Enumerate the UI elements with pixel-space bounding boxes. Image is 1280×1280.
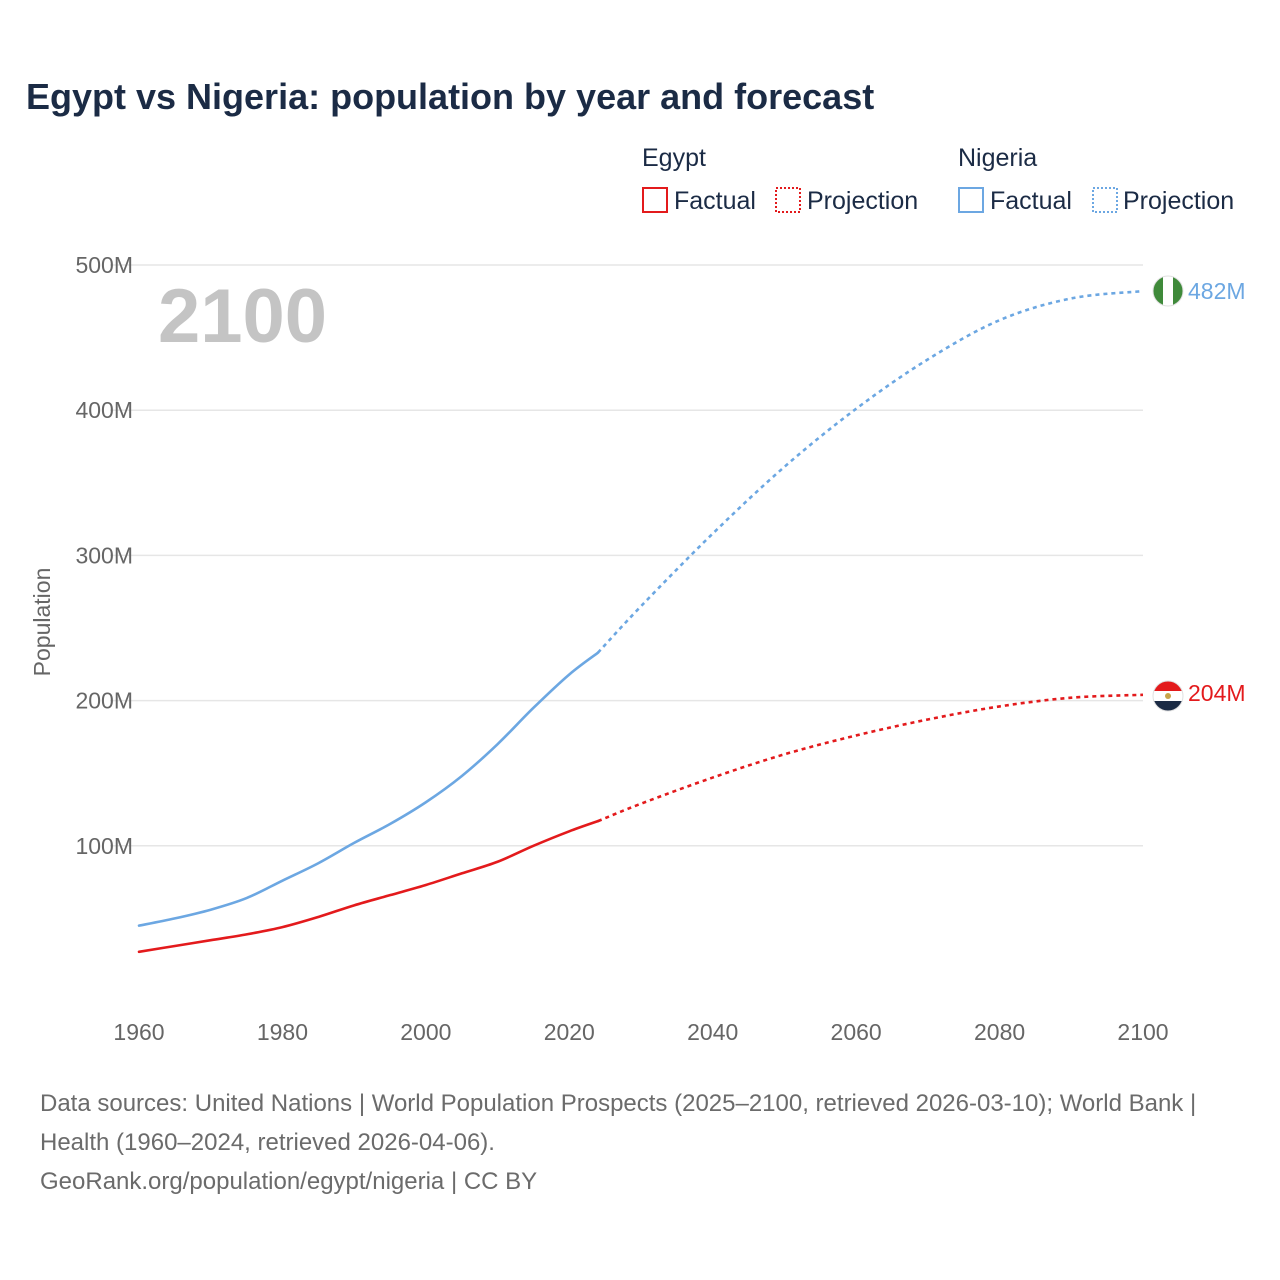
y-tick-label: 100M	[75, 833, 133, 859]
y-axis-title: Population	[29, 568, 55, 677]
y-tick-label: 300M	[75, 542, 133, 568]
x-tick-label: 1960	[113, 1019, 164, 1045]
nigeria-factual-line	[137, 651, 600, 927]
legend-nigeria[interactable]: Nigeria Factual Projection	[958, 144, 1234, 215]
egypt-projection-line	[597, 693, 1144, 823]
x-tick-label: 2020	[544, 1019, 595, 1045]
egypt-factual-line	[137, 819, 600, 954]
x-axis-ticks: 1960 1980 2000 2020 2040 2060 2080 2100	[113, 1019, 1168, 1045]
chart-title: Egypt vs Nigeria: population by year and…	[26, 76, 874, 117]
legend-nigeria-projection-label[interactable]: Projection	[1123, 187, 1234, 215]
y-tick-label: 400M	[75, 397, 133, 423]
data-sources-text: Data sources: United Nations | World Pop…	[40, 1090, 1197, 1156]
legend-nigeria-projection-swatch[interactable]	[1092, 187, 1118, 213]
legend-nigeria-factual-swatch[interactable]	[958, 187, 984, 213]
legend-egypt-projection-swatch[interactable]	[775, 187, 801, 213]
x-tick-label: 2040	[687, 1019, 738, 1045]
legend-nigeria-title: Nigeria	[958, 144, 1037, 172]
x-tick-label: 2080	[974, 1019, 1025, 1045]
legend-egypt-projection-label[interactable]: Projection	[807, 187, 918, 215]
x-tick-label: 2000	[400, 1019, 451, 1045]
y-axis-ticks: 100M 200M 300M 400M 500M	[75, 252, 133, 859]
y-tick-label: 500M	[75, 252, 133, 278]
credit-link[interactable]: GeoRank.org/population/egypt/nigeria | C…	[40, 1168, 538, 1195]
x-tick-label: 2060	[831, 1019, 882, 1045]
legend-egypt-factual-label[interactable]: Factual	[674, 187, 756, 215]
nigeria-projection-line	[597, 289, 1144, 654]
footer: Data sources: United Nations | World Pop…	[40, 1084, 1240, 1201]
nigeria-end-label: 482M	[1188, 278, 1246, 304]
legend-egypt-title: Egypt	[642, 144, 706, 172]
egypt-flag-icon	[1152, 680, 1184, 712]
series-lines	[137, 289, 1144, 954]
x-tick-label: 2100	[1117, 1019, 1168, 1045]
x-tick-label: 1980	[257, 1019, 308, 1045]
legend-nigeria-factual-label[interactable]: Factual	[990, 187, 1072, 215]
gridlines	[110, 264, 1143, 847]
legend-egypt-factual-swatch[interactable]	[642, 187, 668, 213]
y-tick-label: 200M	[75, 688, 133, 714]
legend-egypt[interactable]: Egypt Factual Projection	[642, 144, 918, 215]
year-watermark: 2100	[158, 274, 327, 359]
egypt-end-label: 204M	[1188, 680, 1246, 706]
nigeria-flag-icon	[1152, 275, 1184, 307]
